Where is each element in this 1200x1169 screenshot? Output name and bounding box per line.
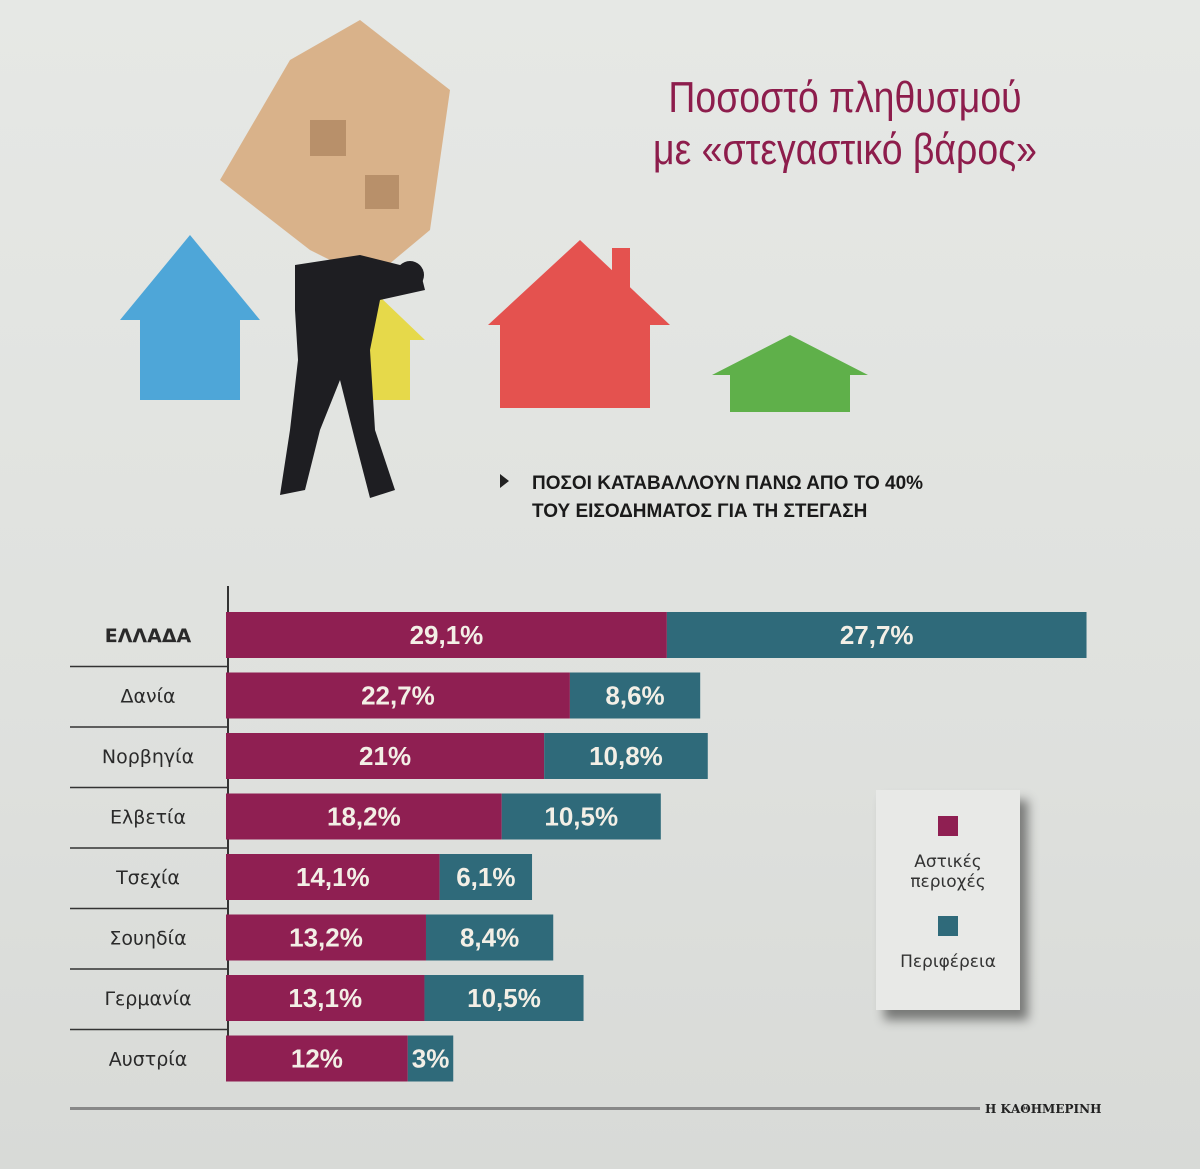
category-label: Γερμανία — [104, 988, 191, 1010]
category-label: Ελβετία — [110, 807, 186, 829]
legend-text: Αστικές — [914, 852, 982, 872]
data-label: 8,6% — [605, 681, 664, 711]
bar-urban — [226, 793, 502, 840]
bar-urban — [226, 1035, 408, 1082]
subtitle-line: ΠΟΣΟΙ ΚΑΤΑΒΑΛΛΟΥΝ ΠΑΝΩ ΑΠΟ ΤΟ 40% — [532, 473, 924, 494]
chart-title: Ποσοστό πληθυσμού με «στεγαστικό βάρος» — [603, 72, 1088, 176]
bar-periphery — [569, 672, 701, 719]
data-label: 21% — [359, 741, 411, 771]
data-label: 6,1% — [456, 862, 515, 892]
data-label: 3% — [412, 1044, 450, 1074]
category-label: Νορβηγία — [102, 746, 194, 768]
data-label: 13,2% — [289, 923, 363, 953]
legend-swatch-urban — [938, 816, 958, 836]
house-burden-illustration — [120, 20, 868, 498]
red-house-icon — [488, 240, 670, 408]
bar-urban — [226, 612, 667, 658]
bar-periphery — [666, 612, 1087, 658]
wooden-house-icon — [220, 20, 450, 280]
legend: Αστικές περιοχές Περιφέρεια — [876, 790, 1020, 1010]
triangle-bullet-icon — [500, 474, 509, 488]
legend-text: περιοχές — [910, 872, 986, 892]
bar-periphery — [501, 793, 661, 840]
category-label: ΕΛΛΑΔΑ — [105, 625, 192, 647]
data-label: 22,7% — [361, 681, 435, 711]
category-label: Τσεχία — [115, 867, 180, 889]
legend-label-periphery: Περιφέρεια — [900, 952, 996, 972]
bar-periphery — [407, 1035, 454, 1082]
bar-periphery — [425, 914, 554, 961]
bar-periphery — [544, 733, 708, 779]
title-line: με «στεγαστικό βάρος» — [653, 125, 1037, 174]
legend-swatch-periphery — [938, 916, 958, 936]
data-label: 29,1% — [410, 620, 484, 650]
blue-house-icon — [120, 235, 260, 400]
bar-urban — [226, 854, 440, 900]
bottom-rule — [70, 1107, 980, 1110]
data-label: 10,5% — [544, 802, 618, 832]
bar-urban — [226, 975, 425, 1021]
subtitle-line: ΤΟΥ ΕΙΣΟΔΗΜΑΤΟΣ ΓΙΑ ΤΗ ΣΤΕΓΑΣΗ — [532, 501, 868, 522]
data-label: 14,1% — [296, 862, 370, 892]
data-label: 10,5% — [467, 983, 541, 1013]
data-label: 12% — [291, 1044, 343, 1074]
data-label: 18,2% — [327, 802, 401, 832]
bar-urban — [226, 733, 545, 779]
bar-urban — [226, 914, 426, 961]
source-credit: Η ΚΑΘΗΜΕΡΙΝΗ — [985, 1102, 1102, 1116]
category-label: Δανία — [120, 686, 175, 708]
bar-urban — [226, 672, 570, 719]
green-house-icon — [712, 335, 868, 412]
title-line: Ποσοστό πληθυσμού — [668, 73, 1022, 122]
data-label: 10,8% — [589, 741, 663, 771]
data-label: 13,1% — [288, 983, 362, 1013]
bar-periphery — [439, 854, 533, 900]
bar-periphery — [424, 975, 584, 1021]
legend-label-urban: Αστικές περιοχές — [876, 852, 1020, 892]
category-label: Σουηδία — [109, 928, 186, 950]
man-silhouette-icon — [280, 255, 425, 498]
category-label: Αυστρία — [109, 1049, 188, 1071]
data-label: 27,7% — [840, 620, 914, 650]
data-label: 8,4% — [460, 923, 519, 953]
